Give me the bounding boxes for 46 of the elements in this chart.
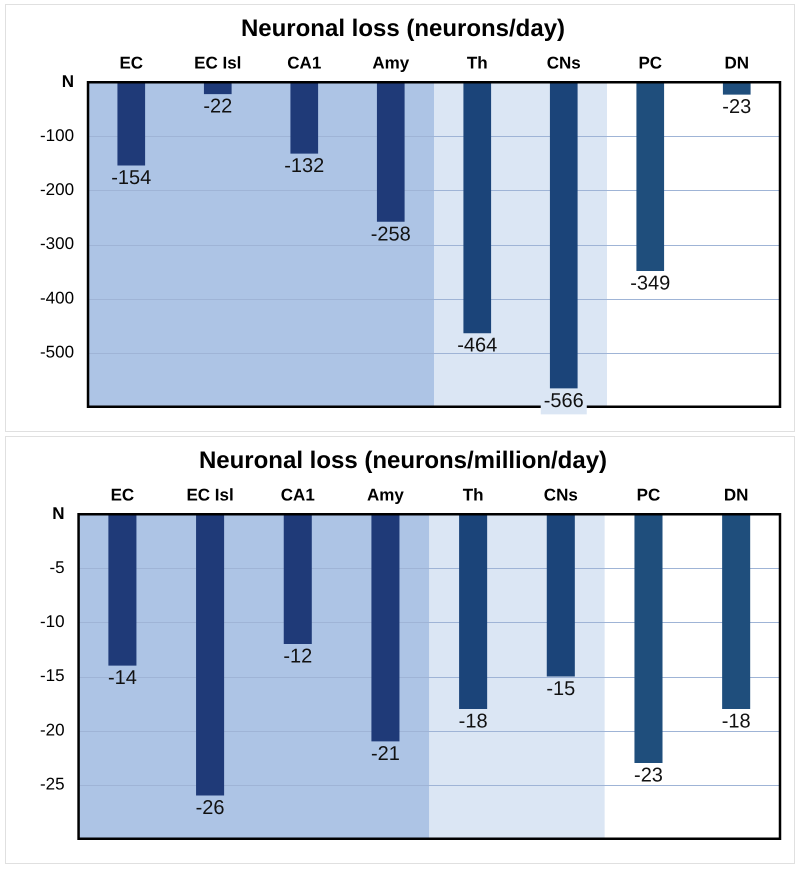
x-tick-label: EC <box>110 486 134 505</box>
y-tick-label: -25 <box>40 774 65 794</box>
data-label: -18 <box>722 710 751 732</box>
x-tick-label: Th <box>462 486 484 505</box>
x-tick-label: EC Isl <box>194 54 242 73</box>
y-tick-label: -300 <box>40 234 74 254</box>
data-label: -26 <box>196 797 225 820</box>
y-tick-label: N <box>62 72 74 91</box>
data-label: -154 <box>111 167 152 190</box>
x-tick-label: CNs <box>546 54 581 73</box>
x-tick-label: Amy <box>372 54 410 73</box>
chart-title: Neuronal loss (neurons/day) <box>240 15 566 42</box>
data-label: -23 <box>634 764 663 787</box>
y-tick-label: N <box>52 504 65 523</box>
data-label: -23 <box>722 96 752 118</box>
y-tick-label: -10 <box>40 612 65 632</box>
data-label: -18 <box>458 710 488 732</box>
x-tick-label: EC <box>119 54 144 73</box>
data-label: -22 <box>203 96 232 118</box>
data-label: -12 <box>283 646 312 668</box>
data-label: -258 <box>370 223 411 246</box>
x-tick-label: PC <box>638 54 662 73</box>
x-tick-label: CA1 <box>280 486 315 505</box>
x-tick-label: EC Isl <box>186 486 234 505</box>
x-tick-label: CA1 <box>287 54 322 73</box>
y-tick-label: -5 <box>49 558 65 577</box>
x-tick-label: CNs <box>544 486 578 505</box>
y-tick-label: -100 <box>40 126 74 145</box>
y-tick-label: -20 <box>40 720 65 740</box>
data-label: -15 <box>546 678 576 700</box>
data-label: -132 <box>284 155 324 178</box>
x-tick-label: PC <box>636 486 660 505</box>
x-tick-label: Amy <box>367 486 404 505</box>
data-label: -21 <box>370 742 400 765</box>
y-tick-label: -15 <box>40 666 65 686</box>
data-label: -566 <box>544 390 584 412</box>
x-tick-label: DN <box>724 486 748 505</box>
y-tick-label: -200 <box>40 180 74 200</box>
data-label: -14 <box>108 667 137 690</box>
x-tick-label: DN <box>724 54 750 73</box>
x-tick-label: Th <box>466 54 488 73</box>
data-label: -349 <box>630 272 670 295</box>
y-tick-label: -400 <box>40 288 74 308</box>
chart-title: Neuronal loss (neurons/million/day) <box>198 447 608 474</box>
data-label: -464 <box>457 334 498 357</box>
y-tick-label: -500 <box>40 342 74 362</box>
